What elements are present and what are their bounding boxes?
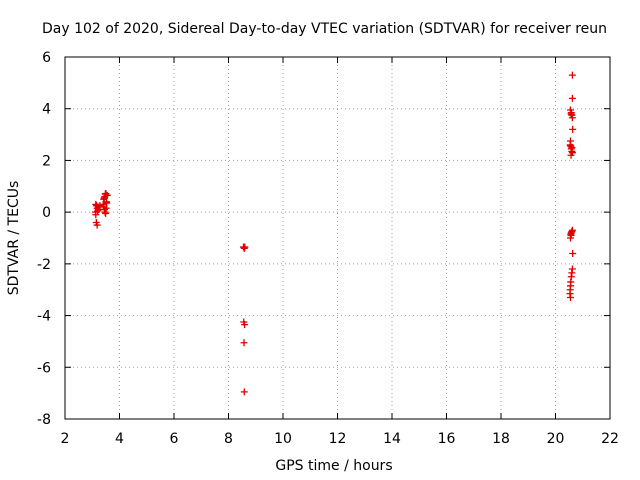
data-point [566, 293, 574, 301]
data-point [241, 321, 249, 329]
data-point [568, 94, 576, 102]
y-tick-label: 6 [42, 50, 51, 66]
x-tick-label: 12 [329, 431, 347, 447]
data-point [567, 231, 575, 239]
y-tick-label: -8 [37, 412, 51, 428]
data-point [103, 191, 111, 199]
y-tick-label: 2 [42, 153, 51, 169]
x-tick-label: 14 [383, 431, 401, 447]
data-point [569, 125, 577, 133]
x-tick-label: 4 [115, 431, 124, 447]
data-point [567, 151, 575, 159]
y-axis-label: SDTVAR / TECUs [6, 181, 22, 296]
plot-frame [64, 56, 611, 420]
data-point [240, 339, 248, 347]
y-tick-label: 4 [42, 102, 51, 118]
y-tick-label: 0 [42, 205, 51, 221]
x-tick-label: 16 [438, 431, 456, 447]
data-point [240, 388, 248, 396]
data-point [96, 202, 104, 210]
data-point [92, 208, 100, 216]
x-tick-label: 8 [224, 431, 233, 447]
x-tick-label: 6 [170, 431, 179, 447]
data-point [568, 114, 576, 122]
x-tick-labels: 2 4 6 8 10 12 14 16 18 20 22 [61, 431, 619, 447]
x-tick-label: 18 [492, 431, 510, 447]
chart-title: Day 102 of 2020, Sidereal Day-to-day VTE… [42, 21, 607, 37]
data-point [93, 221, 101, 229]
data-point [569, 250, 577, 258]
x-axis-label: GPS time / hours [275, 458, 392, 474]
data-point [568, 71, 576, 79]
x-tick-label: 20 [547, 431, 565, 447]
y-tick-labels: 6 4 2 0 -2 -4 -6 -8 [37, 50, 51, 428]
data-points [92, 71, 577, 396]
x-tick-label: 22 [601, 431, 619, 447]
y-tick-label: -6 [37, 360, 51, 376]
x-tick-label: 2 [61, 431, 70, 447]
data-point [568, 144, 576, 151]
data-point [103, 199, 111, 207]
y-tick-label: -2 [37, 257, 51, 273]
data-point [241, 243, 249, 251]
y-tick-label: -4 [37, 309, 51, 325]
x-tick-label: 10 [274, 431, 292, 447]
grid [65, 57, 610, 419]
data-point [567, 110, 575, 118]
